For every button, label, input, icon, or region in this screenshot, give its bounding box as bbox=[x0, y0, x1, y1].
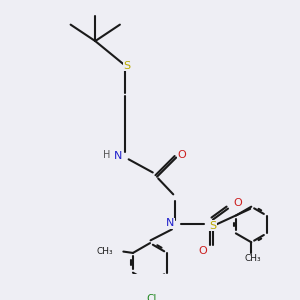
Text: N: N bbox=[113, 151, 122, 161]
Text: O: O bbox=[177, 150, 186, 160]
Text: H: H bbox=[103, 151, 110, 160]
Text: O: O bbox=[198, 246, 207, 256]
Text: O: O bbox=[233, 198, 242, 208]
Text: CH₃: CH₃ bbox=[96, 247, 113, 256]
Text: Cl: Cl bbox=[146, 294, 157, 300]
Text: N: N bbox=[166, 218, 175, 228]
Text: CH₃: CH₃ bbox=[244, 254, 261, 263]
Text: S: S bbox=[209, 221, 216, 231]
Text: S: S bbox=[123, 61, 130, 71]
